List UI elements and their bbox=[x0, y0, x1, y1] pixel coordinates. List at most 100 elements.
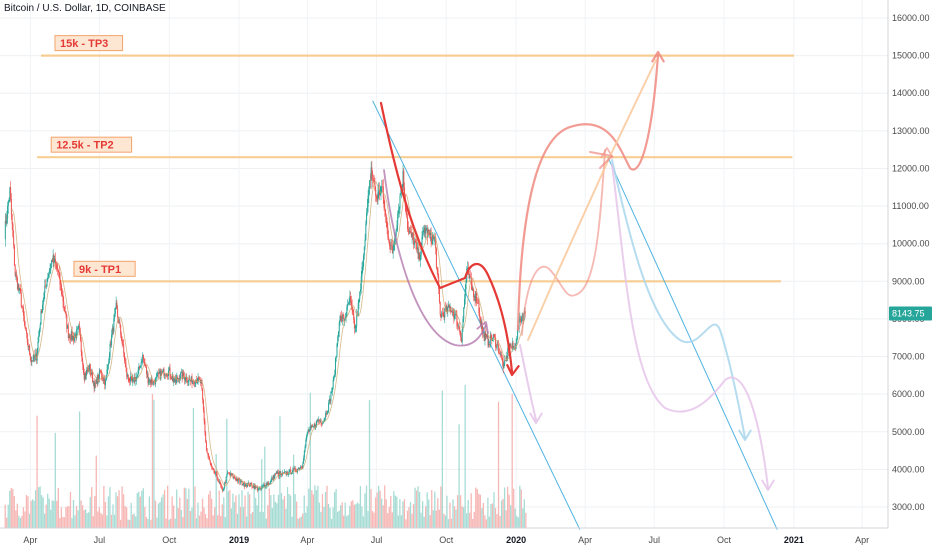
pink-arrow-tp3-head bbox=[651, 50, 665, 63]
candle-body-90 bbox=[72, 335, 74, 340]
candle-body-486 bbox=[372, 178, 374, 181]
candle-body-228 bbox=[177, 377, 179, 380]
candle-body-576 bbox=[441, 312, 443, 318]
price-axis[interactable]: 3000.004000.005000.006000.007000.008000.… bbox=[887, 0, 932, 550]
candle-body-481 bbox=[369, 180, 371, 188]
candle-body-578 bbox=[442, 312, 444, 314]
volume-bar-504 bbox=[387, 513, 389, 528]
candle-body-474 bbox=[363, 246, 365, 256]
candle-body-64 bbox=[52, 255, 54, 263]
volume-bar-6 bbox=[9, 490, 11, 528]
candle-body-427 bbox=[328, 402, 330, 412]
candle-body-53 bbox=[44, 285, 46, 293]
candle-body-533 bbox=[408, 230, 410, 233]
volume-bar-56 bbox=[47, 493, 49, 528]
candle-body-540 bbox=[413, 240, 415, 245]
volume-bar-488 bbox=[374, 497, 377, 528]
candle-body-496 bbox=[380, 187, 382, 195]
candle-body-438 bbox=[336, 343, 338, 356]
candle-body-424 bbox=[325, 413, 327, 415]
candle-body-32 bbox=[28, 345, 30, 347]
candle-body-193 bbox=[150, 379, 152, 384]
candle-body-29 bbox=[26, 329, 28, 334]
candle-body-412 bbox=[316, 420, 318, 422]
candle-body-571 bbox=[437, 269, 439, 277]
candle-body-24 bbox=[22, 306, 24, 308]
candle-body-212 bbox=[164, 374, 166, 376]
volume-bar-380 bbox=[292, 454, 295, 528]
volume-bar-564 bbox=[432, 510, 434, 528]
candle-body-45 bbox=[38, 335, 40, 343]
volume-bar-370 bbox=[285, 508, 287, 528]
candle-body-393 bbox=[302, 463, 304, 469]
volume-bar-254 bbox=[197, 502, 199, 528]
candle-body-242 bbox=[187, 381, 189, 383]
volume-bar-384 bbox=[296, 501, 298, 528]
candle-body-368 bbox=[283, 472, 285, 474]
candle-body-360 bbox=[277, 472, 279, 473]
volume-bar-218 bbox=[170, 518, 172, 528]
candle-body-284 bbox=[219, 481, 221, 485]
candle-body-512 bbox=[392, 250, 394, 254]
volume-bar-360 bbox=[277, 494, 280, 528]
volume-bar-472 bbox=[362, 516, 365, 528]
candle-body-456 bbox=[350, 296, 352, 301]
volume-bar-42 bbox=[36, 415, 38, 528]
candle-body-577 bbox=[441, 312, 443, 314]
candle-body-71 bbox=[57, 269, 59, 273]
candle-body-117 bbox=[92, 381, 94, 382]
volume-bar-678 bbox=[519, 485, 521, 528]
candle-body-225 bbox=[174, 378, 176, 383]
volume-bar-182 bbox=[142, 488, 144, 528]
time-axis[interactable]: Apr Jul Oct 2019 Apr Jul Oct 2020 Apr Jul Oct 2021 A… bbox=[0, 527, 888, 545]
candle-body-525 bbox=[402, 170, 404, 188]
candle-body-317 bbox=[244, 486, 246, 487]
candle-body-103 bbox=[82, 360, 84, 366]
volume-bar-664 bbox=[508, 494, 510, 528]
volume-bar-18 bbox=[18, 515, 20, 528]
candle-body-133 bbox=[104, 380, 106, 386]
candle-body-493 bbox=[378, 189, 380, 193]
volume-bar-210 bbox=[163, 490, 166, 528]
red-arrow-head bbox=[506, 364, 520, 377]
candle-body-269 bbox=[208, 455, 210, 458]
volume-bar-674 bbox=[516, 515, 518, 528]
volume-bar-420 bbox=[323, 506, 325, 528]
candle-body-203 bbox=[158, 373, 160, 374]
candle-body-490 bbox=[375, 196, 377, 199]
volume-bar-38 bbox=[33, 500, 35, 528]
candle-body-621 bbox=[475, 292, 477, 301]
candle-body-14 bbox=[14, 265, 16, 276]
candle-body-472 bbox=[362, 266, 364, 268]
candle-body-272 bbox=[210, 463, 212, 466]
candle-body-658 bbox=[503, 364, 505, 369]
candle-body-92 bbox=[73, 337, 75, 342]
volume-bar-396 bbox=[305, 512, 307, 528]
candle-body-52 bbox=[43, 292, 45, 301]
volume-bar-364 bbox=[280, 492, 283, 528]
candle-body-628 bbox=[480, 321, 482, 324]
last-price-tag-bg bbox=[889, 306, 932, 321]
candle-body-516 bbox=[395, 229, 397, 237]
volume-bar-558 bbox=[428, 499, 430, 528]
candle-body-257 bbox=[199, 378, 201, 380]
candle-body-301 bbox=[232, 474, 234, 479]
volume-bar-460 bbox=[353, 504, 355, 528]
candle-body-148 bbox=[116, 302, 118, 310]
volume-bar-670 bbox=[513, 488, 515, 528]
candle-body-457 bbox=[350, 300, 352, 306]
volume-bar-308 bbox=[238, 494, 240, 528]
volume-bar-500 bbox=[384, 485, 386, 528]
price-tick-4: 7000.00 bbox=[892, 352, 925, 362]
volume-bar-642 bbox=[491, 503, 494, 528]
candle-body-378 bbox=[290, 473, 292, 475]
candle-body-145 bbox=[114, 313, 116, 319]
volume-bar-582 bbox=[446, 495, 448, 528]
volume-bar-622 bbox=[476, 489, 478, 528]
candle-body-82 bbox=[66, 315, 68, 329]
candle-body-454 bbox=[348, 302, 350, 304]
volume-bar-304 bbox=[235, 495, 237, 528]
volume-bar-382 bbox=[294, 494, 296, 528]
candle-body-322 bbox=[248, 482, 250, 486]
